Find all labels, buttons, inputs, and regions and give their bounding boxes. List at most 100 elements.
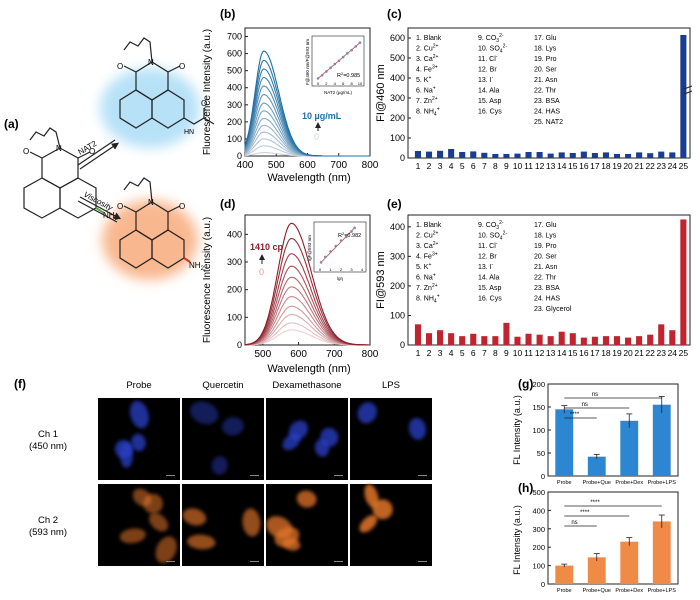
y-tick-label: 0 [541,472,545,481]
microscopy-cell [190,401,219,425]
chart-h-frame [547,491,679,585]
spectrum-curve [244,222,370,346]
orange-glow [102,200,198,280]
viscosity-arrow-line1 [77,200,118,223]
chart-b-annotation-bottom: 0 [314,132,319,142]
inset-point [341,55,345,59]
chart-b-inset-xlabel: NAT2 (µg/mL) [324,90,353,95]
legend-entry: 10. SO42- [478,44,507,55]
bar [680,35,687,158]
legend-entry: 11. Cl- [478,54,498,63]
viscosity-product-nh2: NH2 [189,261,205,272]
inset-point [329,250,332,253]
chart-h-bars [555,514,671,584]
legend-entry: 15. Asp [478,285,501,292]
legend-entry: 6. Na+ [416,273,436,282]
bar [602,336,609,345]
chart-b-yticks: 0 100 200 300 400 500 600 700 [227,32,248,161]
probe-n: N [56,144,62,153]
microscopy-row-label: Ch 1 [38,429,58,440]
chart-h-yticks: 0 100 200 300 400 500 [532,488,551,589]
y-tick-label: 100 [532,426,545,435]
x-tick-label: 12 [535,161,545,171]
panel-a: (a) O O N NH2 NAT2 Viscosity [4,37,215,280]
legend-entry: 22. Thr [534,275,557,282]
chart-g-ylabel: FL Intensity (a.u.) [512,395,522,465]
inset-point [319,261,323,264]
microscopy-cell [211,456,228,475]
microscopy-cell [182,508,207,526]
legend-entry: 2. Cu2+ [416,44,439,53]
inset-point [354,45,358,48]
inset-x-tick-label: 4 [334,81,337,86]
legend-entry: 23. BSA [534,285,560,292]
chart-d-inset-frame [313,221,367,273]
x-tick-label: 800 [362,349,379,360]
legend-entry: 23. BSA [534,98,560,105]
inset-point [320,73,324,77]
microscopy-cell [132,488,152,507]
microscopy-row-labels: Ch 1(450 nm) Ch 2(593 nm) [29,429,67,538]
inset-point [353,226,356,230]
x-tick-label: 16 [579,161,589,171]
inset-point [344,235,348,239]
bar [514,153,521,158]
chart-h-xticks: Probe Probe+Que Probe+Dex Probe+LPS [557,588,676,594]
x-tick-label: 17 [590,348,600,358]
x-tick-label: 5 [460,161,465,171]
bar [448,333,455,345]
legend-entry: 9. CO32- [478,220,504,231]
legend-entry: 15. Asp [478,98,501,105]
spectrum-curve [244,117,370,157]
bar [580,337,587,345]
scale-bar [166,475,175,476]
x-tick-label: 18 [601,348,611,358]
legend-entry: 21. Asn [534,77,557,84]
scale-bar [334,561,343,562]
y-tick-label: 400 [227,229,242,239]
viscosity-product-o-left: O [117,202,123,211]
x-tick-label: 11 [524,348,533,358]
y-tick-label: 200 [390,281,405,291]
panel-label-e: (e) [387,197,402,211]
bar [613,336,621,345]
x-tick-label: 15 [568,161,578,171]
microscopy-cell [408,417,426,440]
legend-entry: 17. Glu [534,222,557,229]
probe-o-right: O [89,147,95,156]
scale-bar [418,475,427,476]
chart-c-bars [414,35,693,158]
bar [437,330,444,345]
chart-b-ylabel: Fluorescence Intensity (a.u.) [202,29,213,155]
microscopy-cell [187,534,216,550]
x-tick-label: 21 [634,161,644,171]
microscopy-cell [288,420,308,441]
inset-point [323,255,327,259]
legend-entry: 7. Zn2+ [416,283,438,292]
microscopy-row-wavelength: (450 nm) [29,441,67,452]
significance-label: ns [571,520,577,526]
chart-d-curves [244,222,370,346]
bar [448,149,455,158]
chart-d-annotation-top: 1410 cp [250,242,284,252]
x-tick-label: 19 [612,348,622,358]
bar [602,152,609,158]
chart-d-inset-points: 0 1 2 3 4 [319,226,364,272]
legend-entry: 4. Fe3+ [416,252,438,261]
y-tick-label: 300 [390,251,405,261]
microscopy-cell [114,439,133,459]
nat2-product-o-right: O [179,62,185,71]
bar [625,154,632,158]
chart-c-xticks: 1 2 3 4 5 6 7 8 9 10 11 12 13 14 15 16 17 18 19 20 21 22 23 24 2… [416,161,689,171]
microscopy-column-label: Dexamethasone [272,380,341,391]
bar [425,333,433,345]
bar [481,336,488,345]
chart-g-bars [555,396,671,476]
legend-entry: 19. Pro [534,243,557,250]
bar [459,336,466,345]
bar [625,337,632,345]
